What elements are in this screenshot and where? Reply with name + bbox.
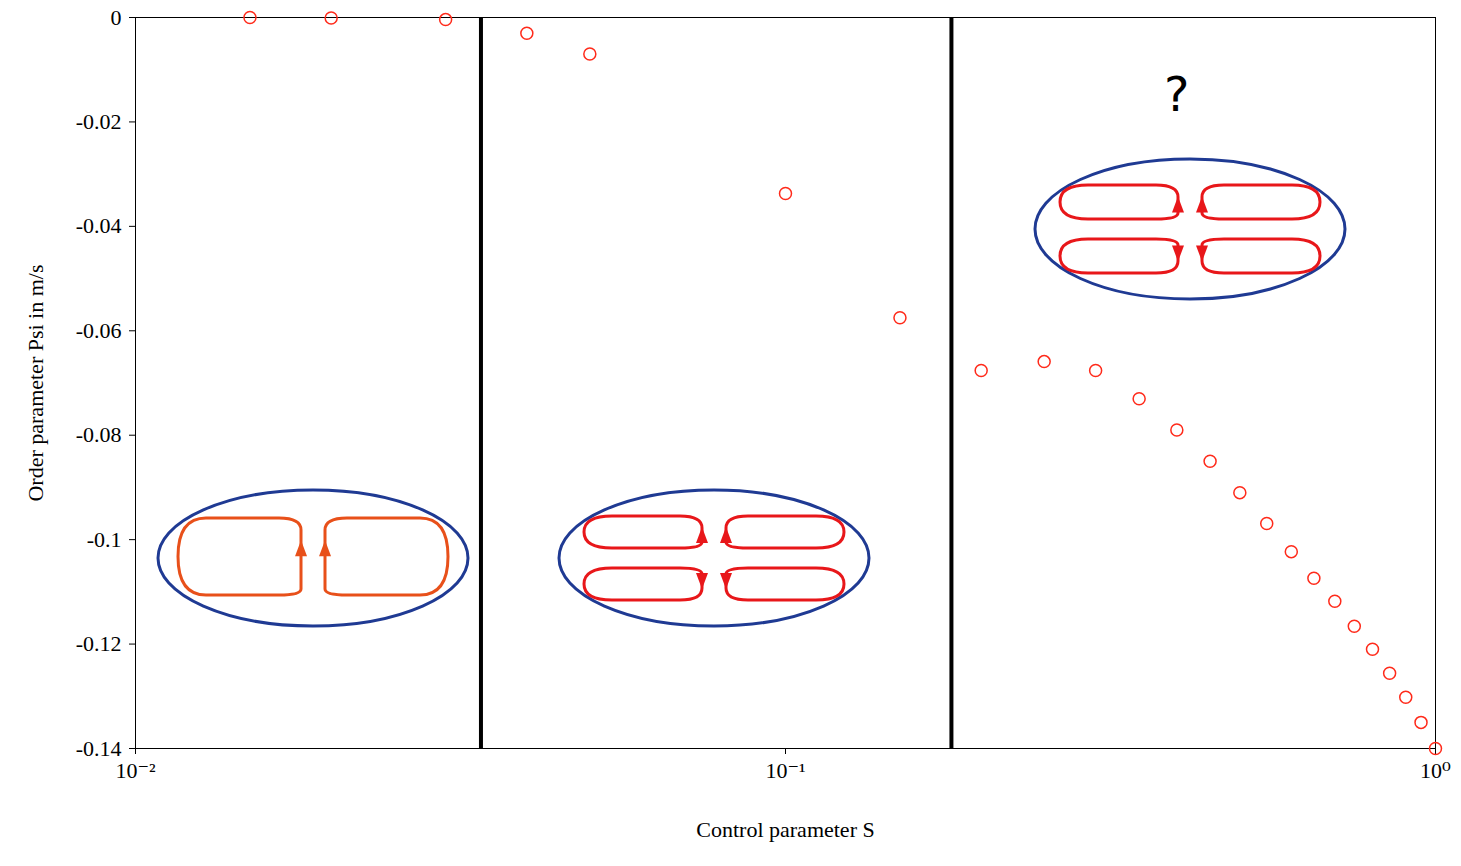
- svg-text:10⁻²: 10⁻²: [115, 758, 156, 783]
- svg-text:-0.04: -0.04: [76, 213, 122, 238]
- svg-text:0: 0: [111, 5, 122, 30]
- svg-text:10⁰: 10⁰: [1420, 758, 1451, 783]
- svg-text:-0.08: -0.08: [76, 422, 122, 447]
- svg-text:?: ?: [1164, 66, 1189, 122]
- svg-text:-0.02: -0.02: [76, 109, 122, 134]
- svg-text:-0.14: -0.14: [76, 736, 122, 761]
- svg-text:Order parameter Psi in m/s: Order parameter Psi in m/s: [23, 264, 48, 501]
- svg-text:-0.12: -0.12: [76, 631, 122, 656]
- svg-text:-0.1: -0.1: [87, 527, 122, 552]
- svg-text:-0.06: -0.06: [76, 318, 122, 343]
- svg-text:10⁻¹: 10⁻¹: [765, 758, 805, 783]
- svg-text:Control parameter S: Control parameter S: [696, 817, 874, 842]
